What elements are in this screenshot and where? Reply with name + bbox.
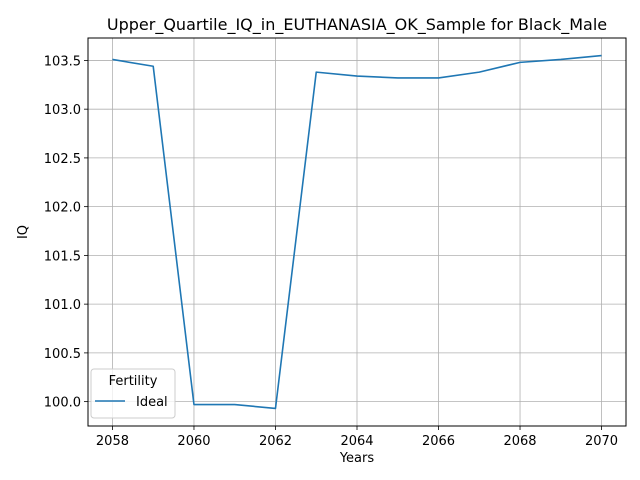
y-tick-label: 102.0 (44, 201, 81, 216)
y-tick-label: 102.5 (44, 152, 81, 167)
legend: Fertility Ideal (90, 368, 176, 419)
y-tick-label: 103.0 (44, 103, 81, 118)
x-tick-label: 2064 (340, 434, 373, 449)
x-tick-label: 2066 (422, 434, 455, 449)
x-axis-label: Years (339, 451, 375, 466)
grid-lines (88, 38, 626, 426)
legend-box (90, 368, 176, 419)
x-tick-label: 2060 (177, 434, 210, 449)
axis-ticks: 2058 2060 2062 2064 2066 2068 2070 100.0 100.5 10… (44, 54, 618, 449)
y-tick-label: 101.5 (44, 249, 81, 264)
series-lines (112, 54, 602, 410)
legend-label-ideal: Ideal (136, 395, 168, 410)
x-tick-label: 2068 (503, 434, 536, 449)
chart-title: Upper_Quartile_IQ_in_EUTHANASIA_OK_Sampl… (107, 15, 607, 35)
x-tick-label: 2070 (585, 434, 618, 449)
y-tick-label: 101.0 (44, 298, 81, 313)
series-line-ideal (112, 54, 602, 410)
legend-title: Fertility (109, 374, 158, 389)
y-tick-label: 100.5 (44, 347, 81, 362)
x-tick-label: 2062 (259, 434, 292, 449)
y-tick-label: 100.0 (44, 396, 81, 411)
x-tick-label: 2058 (96, 434, 129, 449)
y-axis-label: IQ (16, 225, 31, 239)
y-tick-label: 103.5 (44, 54, 81, 69)
